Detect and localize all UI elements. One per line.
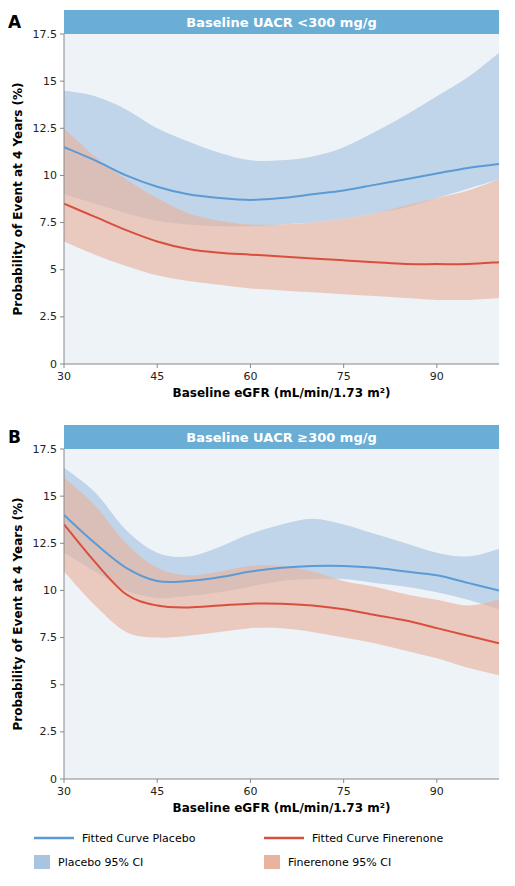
y-tick [60, 222, 64, 223]
fitted-line [64, 515, 499, 590]
title-bar [64, 10, 499, 34]
x-tick-label: 90 [430, 370, 444, 383]
y-tick [60, 684, 64, 685]
y-tick-label: 0 [50, 358, 57, 371]
data-group [64, 468, 499, 675]
fitted-line [64, 524, 499, 643]
title-bar [64, 425, 499, 449]
y-tick [60, 364, 64, 365]
y-tick-label: 10 [43, 584, 57, 597]
x-tick [250, 364, 251, 368]
y-tick-label: 12.5 [33, 122, 58, 135]
y-axis-label: Probability of Event at 4 Years (%) [11, 497, 25, 730]
y-tick [60, 449, 64, 450]
y-tick [60, 81, 64, 82]
y-tick [60, 543, 64, 544]
x-tick [436, 364, 437, 368]
y-tick [60, 496, 64, 497]
y-tick-label: 7.5 [40, 216, 58, 229]
x-tick-label: 75 [337, 785, 351, 798]
x-axis-label: Baseline eGFR (mL/min/1.73 m²) [173, 801, 391, 815]
ci-band [64, 128, 499, 300]
y-tick-label: 5 [50, 263, 57, 276]
y-tick-label: 15 [43, 490, 57, 503]
legend-swatch [34, 837, 74, 840]
legend-swatch [34, 855, 50, 869]
legend-swatch [264, 855, 280, 869]
x-tick [157, 364, 158, 368]
y-tick-label: 15 [43, 75, 57, 88]
legend-label: Fitted Curve Finerenone [312, 832, 443, 845]
background [0, 0, 515, 886]
plot-area [64, 34, 499, 364]
x-tick-label: 60 [243, 785, 257, 798]
y-axis-label: Probability of Event at 4 Years (%) [11, 82, 25, 315]
y-tick-label: 5 [50, 678, 57, 691]
panel-label: B [8, 427, 21, 447]
legend-swatch [264, 837, 304, 840]
y-tick [60, 731, 64, 732]
y-tick [60, 269, 64, 270]
panel: Baseline UACR ≥300 mg/g B 0 2.5 5 7.5 10 12.5 15… [8, 425, 499, 815]
ci-band [64, 477, 499, 675]
panel: Baseline UACR <300 mg/g A 0 2.5 5 7.5 10 12.5 15… [8, 10, 499, 400]
y-tick-label: 17.5 [33, 443, 58, 456]
y-tick [60, 128, 64, 129]
fitted-line [64, 204, 499, 264]
y-tick-label: 12.5 [33, 537, 58, 550]
y-tick [60, 316, 64, 317]
y-tick-label: 0 [50, 773, 57, 786]
y-tick [60, 34, 64, 35]
data-group [64, 53, 499, 300]
x-tick-label: 45 [150, 785, 164, 798]
y-tick-label: 2.5 [40, 725, 58, 738]
y-tick-label: 7.5 [40, 631, 58, 644]
legend-label: Fitted Curve Placebo [82, 832, 196, 845]
x-tick [343, 779, 344, 783]
x-axis [64, 364, 499, 365]
x-tick [64, 364, 65, 368]
legend-label: Placebo 95% CI [58, 856, 143, 869]
x-tick [250, 779, 251, 783]
x-tick-label: 60 [243, 370, 257, 383]
panel-title: Baseline UACR <300 mg/g [186, 15, 377, 30]
chart-root: Baseline UACR <300 mg/g A 0 2.5 5 7.5 10 12.5 15… [0, 0, 515, 886]
y-tick-label: 17.5 [33, 28, 58, 41]
y-tick [60, 590, 64, 591]
x-tick-label: 90 [430, 785, 444, 798]
y-axis [64, 34, 65, 364]
x-tick [64, 779, 65, 783]
legend: Fitted Curve Placebo Fitted Curve Fineren… [34, 832, 443, 870]
y-axis [64, 449, 65, 779]
x-axis [64, 779, 499, 780]
panel-label: A [8, 12, 22, 32]
y-tick-label: 2.5 [40, 310, 58, 323]
x-tick-label: 75 [337, 370, 351, 383]
fitted-line [64, 147, 499, 200]
x-tick-label: 45 [150, 370, 164, 383]
x-tick [157, 779, 158, 783]
x-tick [436, 779, 437, 783]
y-tick [60, 637, 64, 638]
panel-title: Baseline UACR ≥300 mg/g [186, 430, 377, 445]
legend-label: Finerenone 95% CI [288, 856, 391, 869]
plot-area [64, 449, 499, 779]
y-tick [60, 779, 64, 780]
x-tick-label: 30 [57, 370, 71, 383]
x-tick [343, 364, 344, 368]
y-tick [60, 175, 64, 176]
x-axis-label: Baseline eGFR (mL/min/1.73 m²) [173, 386, 391, 400]
x-tick-label: 30 [57, 785, 71, 798]
y-tick-label: 10 [43, 169, 57, 182]
